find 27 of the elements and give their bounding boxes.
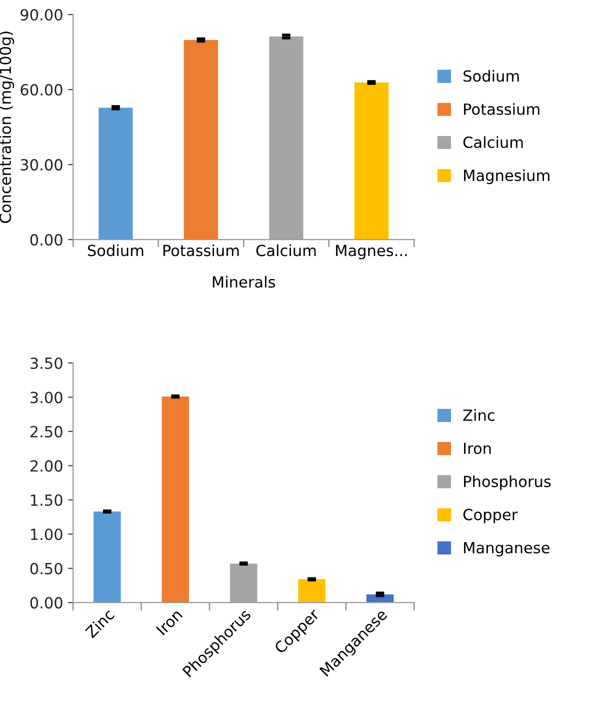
y-tick-label: 90.00 [20,8,62,21]
legend-label: Potassium [464,103,540,115]
legend-label: Zinc [463,409,494,421]
y-tick-label: 0.00 [30,234,62,246]
legend-label: Magnesium [464,169,550,184]
x-tick-label: Iron [156,608,183,636]
legend-label: Copper [463,508,518,524]
legend-label: Iron [464,442,491,454]
y-tick-label: 2.00 [30,460,62,472]
legend-label: Sodium [464,70,519,82]
y-tick-label: 3.50 [30,357,62,370]
y-tick-label: 1.00 [31,528,62,540]
x-axis-title: Minerals [212,276,276,288]
legend-label: Phosphorus [464,475,551,490]
legend-label: Calcium [463,136,523,148]
x-tick-label: Magnes... [336,244,407,260]
legend-label: Manganese [464,542,550,556]
y-tick-label: 0.50 [30,562,62,574]
x-tick-label: Potassium [163,244,239,256]
y-tick-label: 0.00 [30,597,62,609]
y-tick-label: 30.00 [20,159,62,171]
y-tick-label: 1.50 [31,494,62,506]
x-tick-label: Calcium [256,244,316,256]
y-tick-label: 60.00 [20,84,62,96]
y-tick-label: 3.00 [30,392,62,404]
y-tick-label: 2.50 [30,426,62,438]
x-tick-label: Sodium [88,244,144,256]
